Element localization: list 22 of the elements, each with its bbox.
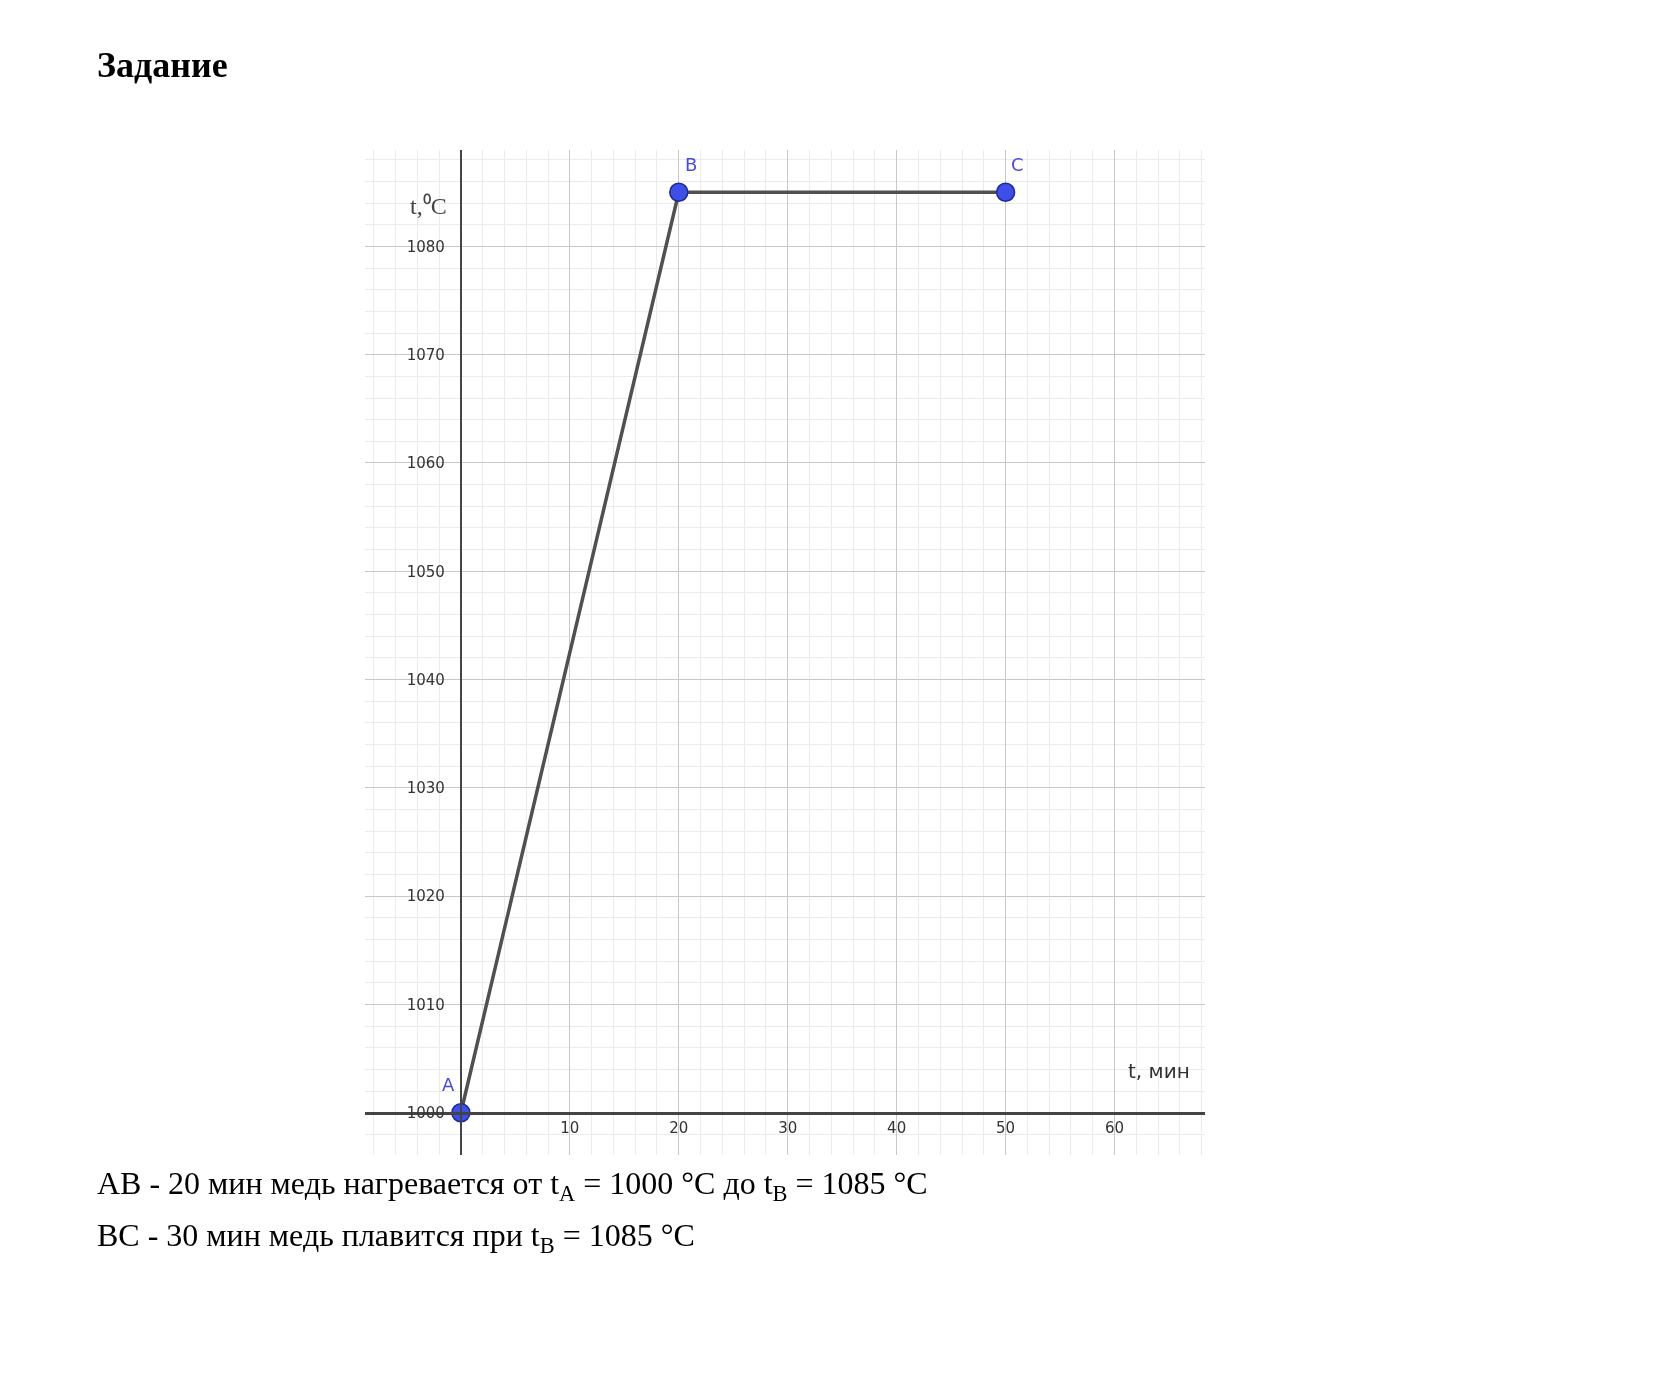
y-tick-label: 1020 (406, 887, 445, 906)
x-tick-label: 50 (996, 1118, 1016, 1137)
y-tick-label: 1040 (406, 670, 445, 689)
annotation: C (1011, 154, 1024, 175)
y-tick-label: 1080 (406, 237, 445, 256)
annotation: B (685, 154, 698, 175)
x-tick-label: 30 (778, 1118, 798, 1137)
text: AB - 20 мин медь нагревается от t$_{A}$ = 1000 °C до t$_{B}$ = 1085 °C (97, 1165, 928, 1206)
y-axis-title: t,⁰C (410, 193, 447, 219)
x-tick-label: 10 (560, 1118, 580, 1137)
y-tick-label: 1060 (406, 454, 445, 473)
y-tick-label: 1030 (406, 779, 445, 798)
x-axis-title: t, мин (1128, 1059, 1190, 1083)
x-tick-label: 40 (887, 1118, 907, 1137)
x-tick-label: 20 (669, 1118, 689, 1137)
y-tick-label: 1010 (406, 995, 445, 1014)
chart-title: Задание (97, 45, 228, 85)
y-tick-label: 1050 (406, 562, 445, 581)
annotation: A (442, 1074, 455, 1095)
y-tick-label: 1070 (406, 345, 445, 364)
x-tick-label: 60 (1105, 1118, 1125, 1137)
text: BC - 30 мин медь плавится при t$_{B}$ = 1085 °C (97, 1217, 695, 1258)
